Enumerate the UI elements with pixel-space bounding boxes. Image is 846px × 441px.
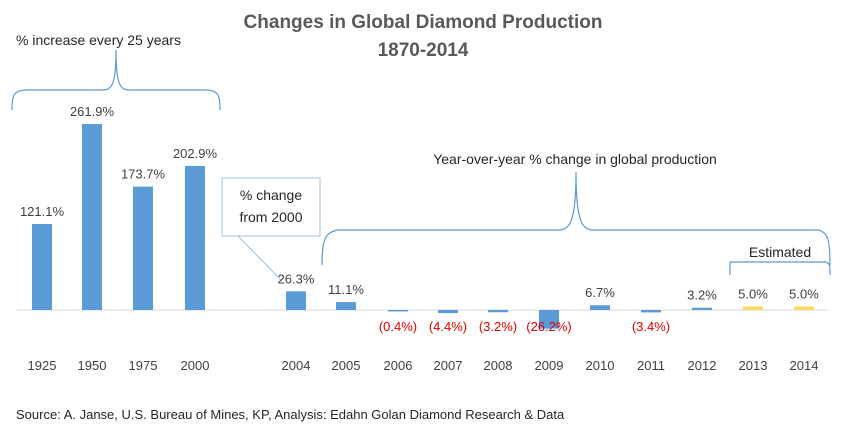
brace-year-over-year [321, 171, 831, 266]
data-label-2000: 202.9% [173, 146, 218, 161]
data-label-1975: 173.7% [121, 167, 166, 182]
source-note: Source: A. Janse, U.S. Bureau of Mines, … [16, 407, 565, 422]
tick-label-1950: 1950 [78, 358, 107, 373]
annotation-every-25-years: % increase every 25 years [16, 32, 181, 48]
bar-2007 [438, 310, 458, 314]
change-from-2000-callout-box [221, 177, 321, 237]
bar-1975 [133, 186, 153, 310]
chart-marks: 121.1% 1925 261.9% 1950 173.7% 1975 202.9% 2000… [20, 104, 819, 373]
tick-label-2005: 2005 [332, 358, 361, 373]
bar-1950 [82, 124, 102, 310]
tick-label-2012: 2012 [688, 358, 717, 373]
data-label-2013: 5.0% [738, 286, 768, 301]
bar-1925 [32, 223, 52, 310]
tick-label-1975: 1975 [129, 358, 158, 373]
bar-2005 [336, 302, 356, 310]
tick-label-2014: 2014 [790, 358, 819, 373]
bar-2014 [794, 306, 814, 310]
brace-every-25-years [11, 49, 221, 111]
data-label-2010: 6.7% [585, 285, 615, 300]
bar-2010 [590, 305, 610, 310]
data-label-2014: 5.0% [789, 286, 819, 301]
bar-2013 [743, 306, 763, 310]
tick-label-2013: 2013 [739, 358, 768, 373]
data-label-2004: 26.3% [278, 271, 315, 286]
chart-title: Changes in Global Diamond Production [244, 12, 603, 33]
tick-label-2007: 2007 [434, 358, 463, 373]
callout-text-line2: from 2000 [239, 209, 302, 225]
bar-2012 [692, 307, 712, 310]
data-label-2006: (0.4%) [379, 319, 417, 334]
tick-label-2009: 2009 [535, 358, 564, 373]
tick-label-2004: 2004 [282, 358, 311, 373]
tick-label-2010: 2010 [586, 358, 615, 373]
annotation-year-over-year: Year-over-year % change in global produc… [433, 151, 717, 167]
bar-2008 [488, 310, 508, 313]
bar-2009 [539, 310, 559, 329]
callout-leader-line [237, 235, 283, 282]
bracket-estimated [729, 261, 831, 275]
annotation-estimated: Estimated [749, 244, 811, 260]
tick-label-2008: 2008 [484, 358, 513, 373]
data-label-2011: (3.4%) [632, 319, 670, 334]
data-label-2007: (4.4%) [429, 319, 467, 334]
data-label-1950: 261.9% [70, 104, 115, 119]
data-label-1925: 121.1% [20, 204, 65, 219]
data-label-2012: 3.2% [687, 288, 717, 303]
bar-2011 [641, 310, 661, 313]
bar-2000 [185, 165, 205, 310]
bar-2004 [286, 291, 306, 310]
tick-label-2011: 2011 [637, 358, 665, 373]
callout-text-line1: % change [240, 187, 302, 203]
chart-subtitle: 1870-2014 [378, 40, 469, 61]
tick-label-2000: 2000 [181, 358, 210, 373]
data-label-2005: 11.1% [328, 282, 364, 297]
tick-label-1925: 1925 [28, 358, 57, 373]
data-label-2008: (3.2%) [479, 319, 517, 334]
data-label-2009: (26.2%) [526, 319, 572, 334]
tick-label-2006: 2006 [384, 358, 413, 373]
bar-2006 [388, 310, 408, 312]
